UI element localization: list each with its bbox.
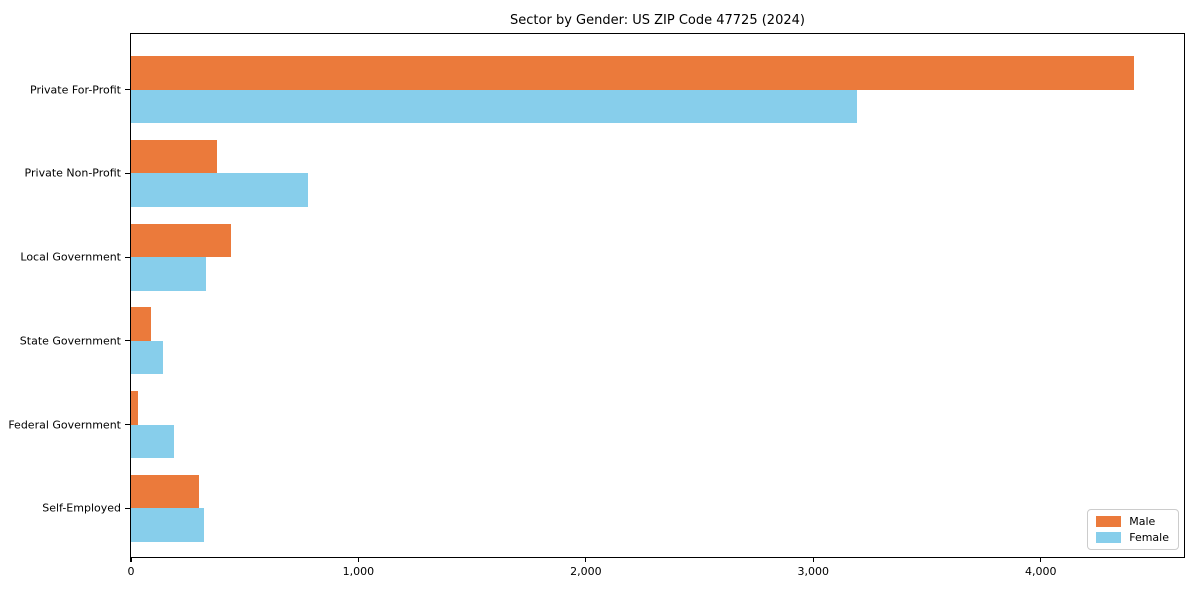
bar-male-5 (131, 474, 200, 509)
plot-area: Male Female Private For-Profit Private No… (8, 33, 1185, 578)
x-tick-mark (357, 557, 360, 562)
y-tick-mark (125, 423, 131, 426)
x-tick-mark (812, 557, 814, 562)
y-tick-label: Local Government (20, 250, 121, 264)
legend-label-female: Female (1129, 531, 1169, 544)
legend-item-male: Male (1096, 516, 1169, 527)
legend-label-male: Male (1129, 515, 1156, 528)
x-tick-mark (130, 557, 132, 562)
legend: Male Female (1087, 509, 1179, 550)
bar-female-5 (131, 508, 204, 542)
x-tick-label: 1,000 (342, 565, 375, 578)
x-tick-label: 3,000 (797, 565, 830, 578)
bar-female-1 (131, 173, 309, 207)
y-tick-mark (125, 172, 131, 175)
y-tick-label: Federal Government (8, 418, 121, 431)
x-tick-label: 4,000 (1024, 565, 1057, 578)
x-tick-label: 2,000 (570, 565, 602, 578)
legend-swatch-male (1096, 516, 1122, 527)
bar-male-1 (131, 139, 218, 174)
bar-male-2 (131, 223, 232, 258)
y-tick-label: Self-Employed (42, 501, 121, 515)
y-tick-mark (125, 89, 131, 91)
y-tick-label: Private Non-Profit (24, 166, 121, 180)
y-tick-mark (125, 340, 131, 342)
bar-male-4 (131, 391, 138, 425)
bar-male-0 (131, 56, 1134, 90)
bar-female-3 (131, 340, 163, 375)
bar-female-2 (131, 257, 207, 291)
y-tick-mark (125, 256, 131, 258)
y-tick-mark (125, 507, 131, 509)
bar-female-4 (131, 424, 175, 458)
x-tick-label: 0 (127, 565, 135, 578)
chart-title: Sector by Gender: US ZIP Code 47725 (202… (510, 13, 805, 28)
legend-item-female: Female (1096, 532, 1169, 543)
bar-female-0 (131, 89, 857, 124)
legend-swatch-female (1096, 532, 1122, 543)
x-tick-mark (1040, 557, 1042, 562)
y-tick-label: Private For-Profit (30, 83, 121, 97)
x-tick-mark (585, 557, 587, 562)
y-tick-label: State Government (19, 334, 121, 348)
bar-male-3 (131, 307, 152, 341)
